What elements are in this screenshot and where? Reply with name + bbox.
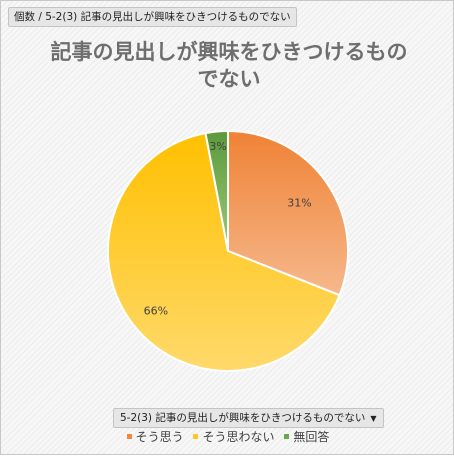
- legend-label: そう思わない: [202, 430, 275, 444]
- pie-slice-agree[interactable]: [227, 129, 349, 297]
- pie-slice-no-answer[interactable]: [204, 129, 229, 252]
- legend-swatch: [284, 434, 290, 439]
- legend-filter-button[interactable]: 5-2(3) 記事の見出しが興味をひきつけるものでない ▼: [113, 408, 384, 428]
- legend-filter-label: 5-2(3) 記事の見出しが興味をひきつけるものでない: [120, 412, 366, 424]
- chart-title: 記事の見出しが興味をひきつけるものでない: [50, 40, 408, 91]
- data-label-agree: 31%: [287, 196, 311, 209]
- data-label-no-answer: 3%: [209, 140, 226, 153]
- data-label-disagree: 66%: [144, 305, 168, 318]
- legend-item-no-answer: 無回答: [284, 428, 329, 445]
- legend-item-disagree: そう思わない: [193, 428, 275, 445]
- dropdown-arrow-icon[interactable]: ▼: [370, 414, 377, 423]
- legend-swatch: [126, 434, 132, 439]
- pie-slice-disagree[interactable]: [107, 131, 341, 372]
- chart-legend: そう思う そう思わない 無回答: [1, 428, 454, 445]
- value-field-button[interactable]: 個数 / 5-2(3) 記事の見出しが興味をひきつけるものでない: [8, 7, 297, 27]
- legend-item-agree: そう思う: [126, 428, 184, 445]
- legend-swatch: [193, 434, 199, 439]
- legend-label: そう思う: [135, 430, 184, 444]
- legend-label: 無回答: [293, 430, 330, 444]
